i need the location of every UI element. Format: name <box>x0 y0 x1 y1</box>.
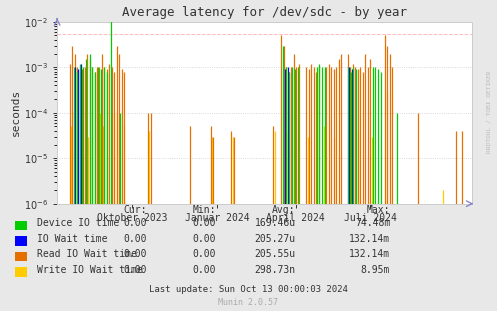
Text: 8.95m: 8.95m <box>361 265 390 275</box>
Text: 0.00: 0.00 <box>193 249 216 259</box>
Text: 74.48m: 74.48m <box>355 218 390 228</box>
Text: 0.00: 0.00 <box>123 218 147 228</box>
Text: Last update: Sun Oct 13 00:00:03 2024: Last update: Sun Oct 13 00:00:03 2024 <box>149 285 348 294</box>
Text: Max:: Max: <box>367 205 390 215</box>
Text: 0.00: 0.00 <box>193 265 216 275</box>
Title: Average latency for /dev/sdc - by year: Average latency for /dev/sdc - by year <box>122 6 407 19</box>
Text: Read IO Wait time: Read IO Wait time <box>37 249 137 259</box>
Text: Avg:: Avg: <box>272 205 296 215</box>
Text: Min:: Min: <box>193 205 216 215</box>
Text: 0.00: 0.00 <box>123 265 147 275</box>
Y-axis label: seconds: seconds <box>11 89 21 136</box>
Text: IO Wait time: IO Wait time <box>37 234 108 244</box>
Text: 298.73n: 298.73n <box>254 265 296 275</box>
Text: 205.55u: 205.55u <box>254 249 296 259</box>
Text: 169.46u: 169.46u <box>254 218 296 228</box>
Text: Cur:: Cur: <box>123 205 147 215</box>
Text: RRDTOOL / TOBI OETIKER: RRDTOOL / TOBI OETIKER <box>486 71 491 153</box>
Text: Munin 2.0.57: Munin 2.0.57 <box>219 298 278 307</box>
Text: 132.14m: 132.14m <box>349 249 390 259</box>
Text: 0.00: 0.00 <box>193 218 216 228</box>
Text: Device IO time: Device IO time <box>37 218 119 228</box>
Text: 132.14m: 132.14m <box>349 234 390 244</box>
Text: Write IO Wait time: Write IO Wait time <box>37 265 143 275</box>
Text: 205.27u: 205.27u <box>254 234 296 244</box>
Text: 0.00: 0.00 <box>123 249 147 259</box>
Text: 0.00: 0.00 <box>123 234 147 244</box>
Text: 0.00: 0.00 <box>193 234 216 244</box>
